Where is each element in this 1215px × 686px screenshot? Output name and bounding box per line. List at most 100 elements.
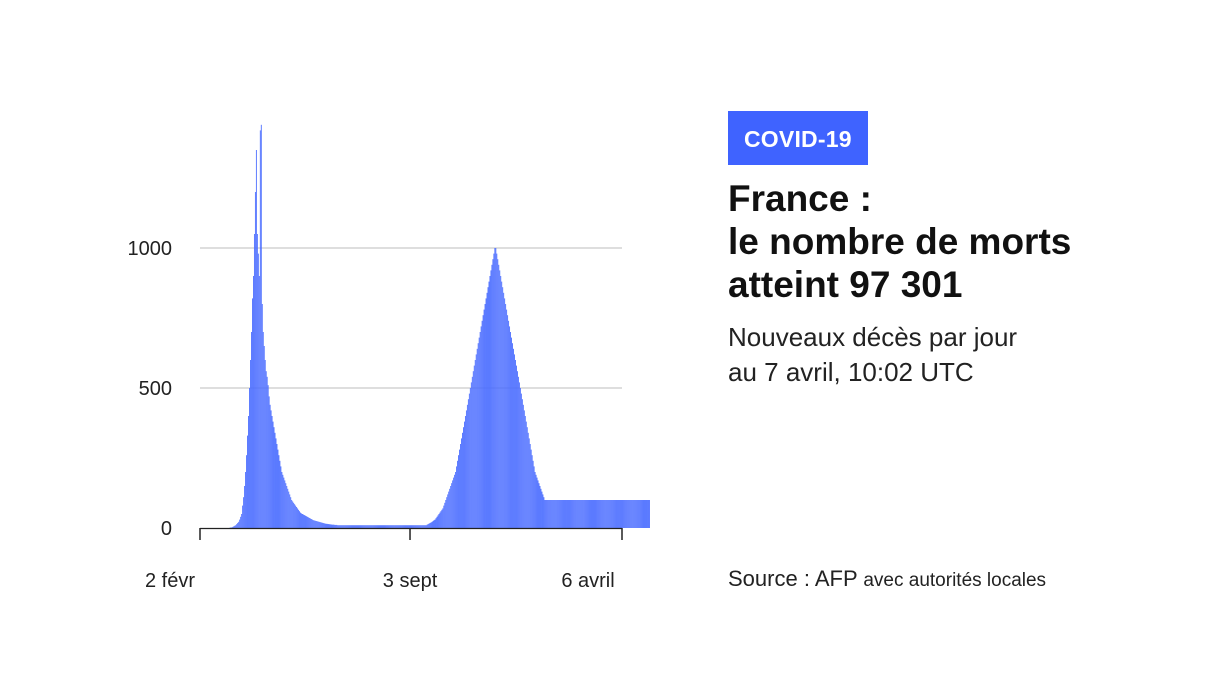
bar bbox=[468, 393, 470, 528]
bar bbox=[622, 500, 623, 528]
bar bbox=[646, 500, 648, 528]
bar-series bbox=[229, 124, 650, 529]
bar bbox=[462, 432, 463, 528]
bar bbox=[377, 525, 379, 528]
bar bbox=[458, 455, 459, 528]
bar bbox=[352, 525, 353, 528]
bar bbox=[362, 525, 364, 528]
bar bbox=[346, 525, 348, 528]
bar bbox=[581, 500, 583, 528]
bar bbox=[433, 520, 435, 528]
bar bbox=[307, 517, 309, 528]
bar bbox=[342, 525, 344, 528]
bar bbox=[545, 500, 547, 528]
bar bbox=[336, 524, 338, 528]
bar bbox=[396, 525, 398, 528]
bar bbox=[556, 500, 558, 528]
bar bbox=[277, 449, 279, 528]
bar bbox=[452, 480, 454, 528]
bar bbox=[393, 525, 395, 528]
bar bbox=[407, 525, 408, 528]
bar bbox=[500, 276, 502, 528]
bar bbox=[340, 525, 342, 528]
subtitle: Nouveaux décès par jour au 7 avril, 10:0… bbox=[728, 320, 1198, 390]
bar bbox=[281, 472, 283, 528]
bar bbox=[488, 281, 490, 528]
bar bbox=[446, 497, 448, 528]
bar bbox=[475, 354, 477, 528]
bar bbox=[455, 472, 457, 528]
bar bbox=[523, 410, 525, 528]
bar bbox=[450, 486, 452, 528]
bar bbox=[609, 500, 611, 528]
bar bbox=[294, 504, 296, 528]
bar bbox=[349, 525, 351, 528]
bar bbox=[435, 518, 437, 528]
bar bbox=[498, 264, 500, 528]
bar bbox=[427, 524, 429, 528]
bar bbox=[347, 525, 349, 528]
bar bbox=[255, 150, 257, 528]
bar bbox=[618, 500, 619, 528]
bar bbox=[632, 500, 634, 528]
bar bbox=[354, 525, 355, 528]
bar bbox=[449, 488, 451, 528]
bar bbox=[473, 365, 475, 528]
bar bbox=[589, 500, 591, 528]
bar bbox=[620, 500, 621, 528]
bar bbox=[275, 438, 277, 528]
bar bbox=[511, 337, 512, 528]
bar bbox=[577, 500, 579, 528]
bar bbox=[241, 514, 243, 528]
bar bbox=[454, 474, 456, 528]
bar bbox=[380, 525, 382, 528]
bar bbox=[375, 525, 377, 528]
bar bbox=[513, 348, 514, 528]
bar bbox=[332, 524, 334, 528]
bar bbox=[451, 483, 453, 528]
bar bbox=[419, 525, 421, 528]
bar bbox=[398, 525, 400, 528]
bar bbox=[539, 486, 541, 528]
bar bbox=[510, 332, 511, 528]
bar bbox=[429, 522, 431, 528]
bar bbox=[562, 500, 564, 528]
bar bbox=[464, 421, 465, 528]
bar bbox=[263, 346, 265, 528]
bar bbox=[493, 253, 495, 528]
bar bbox=[624, 500, 626, 528]
bar bbox=[598, 500, 600, 528]
bar bbox=[257, 253, 259, 528]
bar bbox=[587, 500, 589, 528]
bar bbox=[636, 500, 638, 528]
bar bbox=[328, 524, 330, 528]
bar bbox=[476, 348, 478, 528]
bar bbox=[305, 516, 307, 528]
bar bbox=[269, 404, 271, 528]
bar bbox=[251, 332, 252, 528]
bar bbox=[401, 525, 403, 528]
bar bbox=[569, 500, 571, 528]
bar bbox=[555, 500, 557, 528]
bar bbox=[584, 500, 586, 528]
bar bbox=[583, 500, 585, 528]
bar bbox=[604, 500, 606, 528]
bar bbox=[267, 385, 269, 528]
bar bbox=[304, 515, 305, 528]
bar bbox=[242, 505, 244, 528]
bar bbox=[360, 525, 362, 528]
bar bbox=[264, 360, 266, 528]
bar bbox=[261, 304, 263, 528]
bar bbox=[516, 371, 518, 528]
bar bbox=[590, 500, 592, 528]
bar bbox=[274, 432, 276, 528]
bar bbox=[548, 500, 550, 528]
bar bbox=[535, 474, 537, 528]
bar bbox=[297, 508, 299, 528]
bar bbox=[582, 500, 584, 528]
bar bbox=[494, 248, 496, 528]
bar bbox=[230, 527, 232, 528]
bar bbox=[561, 500, 563, 528]
bar bbox=[405, 525, 406, 528]
bar bbox=[232, 526, 234, 528]
